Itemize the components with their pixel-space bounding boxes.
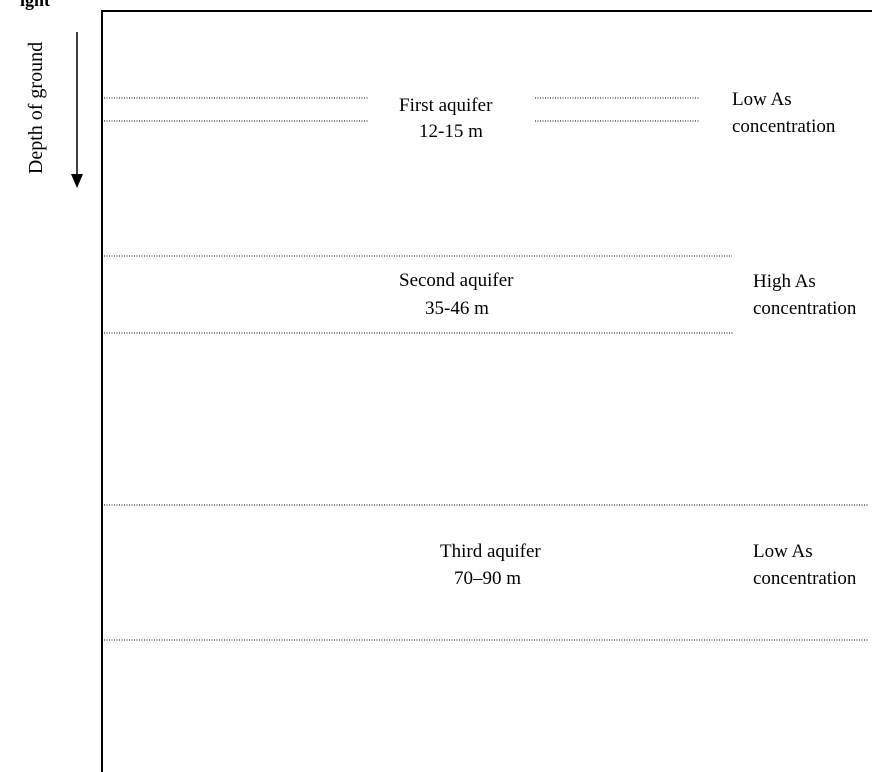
second-aquifer-boundaries xyxy=(104,255,734,334)
depth-axis-label: Depth of ground xyxy=(25,41,47,175)
depth-arrow-head xyxy=(71,174,83,188)
aquifer-1-name: First aquifer xyxy=(399,95,493,116)
aquifer-2-concentration-line2: concentration xyxy=(753,298,857,319)
aquifer-1-depth: 12-15 m xyxy=(419,121,483,142)
aquifer-3-name: Third aquifer xyxy=(440,541,541,562)
aquifer-1-concentration-line2: concentration xyxy=(732,116,836,137)
aquifer-2-depth: 35-46 m xyxy=(425,298,489,319)
aquifer-3-concentration-line2: concentration xyxy=(753,568,857,589)
aquifer-2-concentration-line1: High As xyxy=(753,271,816,292)
aquifer-1-concentration-line1: Low As xyxy=(732,89,792,110)
aquifer-3-concentration-line1: Low As xyxy=(753,541,813,562)
first-aquifer-boundaries xyxy=(104,97,700,122)
cut-off-title: ight xyxy=(20,0,51,10)
aquifer-3-depth: 70–90 m xyxy=(454,568,522,589)
aquifer-2-name: Second aquifer xyxy=(399,270,514,291)
